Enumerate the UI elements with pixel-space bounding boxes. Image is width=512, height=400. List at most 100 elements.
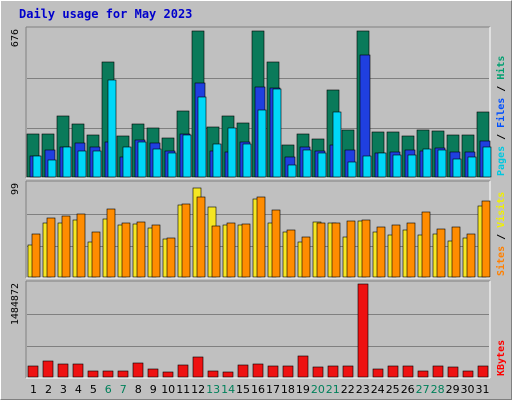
visits-bar-sites-day-24 [376,226,386,278]
day-label-27: 27 [416,383,430,396]
day-label-21: 21 [326,383,340,396]
hits-bar-pages-day-6 [107,79,117,178]
visits-bar-sites-day-28 [436,228,446,278]
hits-bar-pages-day-2 [47,159,57,178]
visits-bar-sites-day-13 [211,225,221,278]
day-label-5: 5 [90,383,97,396]
kbytes-bar-kbytes-day-29 [447,366,459,378]
legend-item-files: Files [495,98,507,128]
hits-bar-pages-day-5 [92,150,102,178]
hits-bar-pages-day-22 [347,161,357,178]
hits-bar-pages-day-1 [32,155,42,178]
hits-bar-pages-day-4 [77,150,87,178]
kbytes-bar-kbytes-day-16 [252,363,264,378]
hits-bar-pages-day-9 [152,148,162,178]
kbytes-bar-kbytes-day-1 [27,365,39,378]
hits-bar-pages-day-18 [287,164,297,178]
day-label-4: 4 [75,383,82,396]
legend-separator: / [496,128,507,146]
kbytes-bar-kbytes-day-23 [357,283,369,378]
kbytes-bar-kbytes-day-9 [147,368,159,378]
hits-bar-pages-day-20 [317,152,327,178]
hits-bar-pages-day-26 [407,154,417,178]
kbytes-bar-kbytes-day-12 [192,356,204,378]
day-label-10: 10 [161,383,175,396]
day-label-30: 30 [461,383,475,396]
hits-bar-pages-day-29 [452,158,462,178]
chart-title: Daily usage for May 2023 [19,7,193,21]
day-label-3: 3 [60,383,67,396]
kbytes-bar-kbytes-day-7 [117,370,129,378]
day-label-22: 22 [341,383,355,396]
kbytes-bar-kbytes-day-5 [87,370,99,378]
hits-bar-pages-day-8 [137,141,147,178]
visits-bar-sites-day-9 [151,224,161,278]
legend-item-sites: Sites [495,246,507,276]
hits-bar-pages-day-27 [422,148,432,178]
kbytes-max-label: 1484872 [10,283,21,325]
hits-bar-pages-day-21 [332,111,342,178]
kbytes-bar-kbytes-day-8 [132,362,144,378]
visits-bar-sites-day-2 [46,217,56,278]
day-label-8: 8 [135,383,142,396]
hits-bar-pages-day-12 [197,96,207,178]
visits-bar-sites-day-23 [361,219,371,278]
day-label-20: 20 [311,383,325,396]
day-label-23: 23 [356,383,370,396]
day-label-15: 15 [236,383,250,396]
day-label-11: 11 [176,383,190,396]
day-label-6: 6 [105,383,112,396]
legend-item-pages: Pages [496,146,507,176]
hits-max-label: 676 [10,29,21,47]
visits-bar-sites-day-31 [481,200,491,278]
kbytes-bar-kbytes-day-20 [312,366,324,378]
visits-bar-sites-day-17 [271,209,281,278]
visits-bar-sites-day-8 [136,221,146,278]
hits-bar-pages-day-15 [242,143,252,178]
hits-bar-pages-day-30 [467,156,477,178]
legend-separator: / [496,80,507,98]
visits-bar-sites-day-7 [121,222,131,278]
kbytes-bar-kbytes-day-31 [477,365,489,378]
visits-legend: Sites / Visits [495,192,507,276]
kbytes-bar-kbytes-day-11 [177,364,189,378]
day-label-16: 16 [251,383,265,396]
visits-bar-sites-day-10 [166,237,176,278]
kbytes-bar-kbytes-day-24 [372,368,384,378]
day-label-31: 31 [476,383,490,396]
legend-separator: / [496,228,507,246]
hits-bar-pages-day-16 [257,109,267,178]
legend-item-hits: Hits [495,56,507,80]
kbytes-bar-kbytes-day-3 [57,363,69,378]
visits-bar-sites-day-29 [451,226,461,278]
visits-bar-sites-day-27 [421,211,431,278]
visits-max-label: 99 [10,183,21,195]
kbytes-bar-kbytes-day-2 [42,360,54,378]
day-label-26: 26 [401,383,415,396]
day-label-19: 19 [296,383,310,396]
hits-bar-pages-day-24 [377,152,387,178]
day-label-1: 1 [30,383,37,396]
kbytes-bar-kbytes-day-21 [327,365,339,378]
visits-bar-sites-day-18 [286,229,296,278]
day-label-25: 25 [386,383,400,396]
legend-item-kbytes: KBytes [496,340,507,376]
kbytes-bar-kbytes-day-28 [432,365,444,378]
hits-bar-pages-day-10 [167,152,177,178]
visits-bar-sites-day-1 [31,233,41,278]
kbytes-bar-kbytes-day-25 [387,365,399,378]
visits-bar-sites-day-3 [61,215,71,278]
hits-legend: Pages / Files / Hits [495,56,507,176]
kbytes-bar-kbytes-day-4 [72,363,84,378]
visits-bar-sites-day-22 [346,220,356,278]
day-label-17: 17 [266,383,280,396]
kbytes-bar-kbytes-day-30 [462,370,474,378]
kbytes-bar-kbytes-day-18 [282,365,294,378]
visits-bar-sites-day-25 [391,224,401,278]
day-label-29: 29 [446,383,460,396]
visits-bar-sites-day-20 [316,222,326,278]
kbytes-bar-kbytes-day-27 [417,370,429,378]
kbytes-bar-kbytes-day-6 [102,370,114,378]
hits-bar-pages-day-17 [272,88,282,178]
